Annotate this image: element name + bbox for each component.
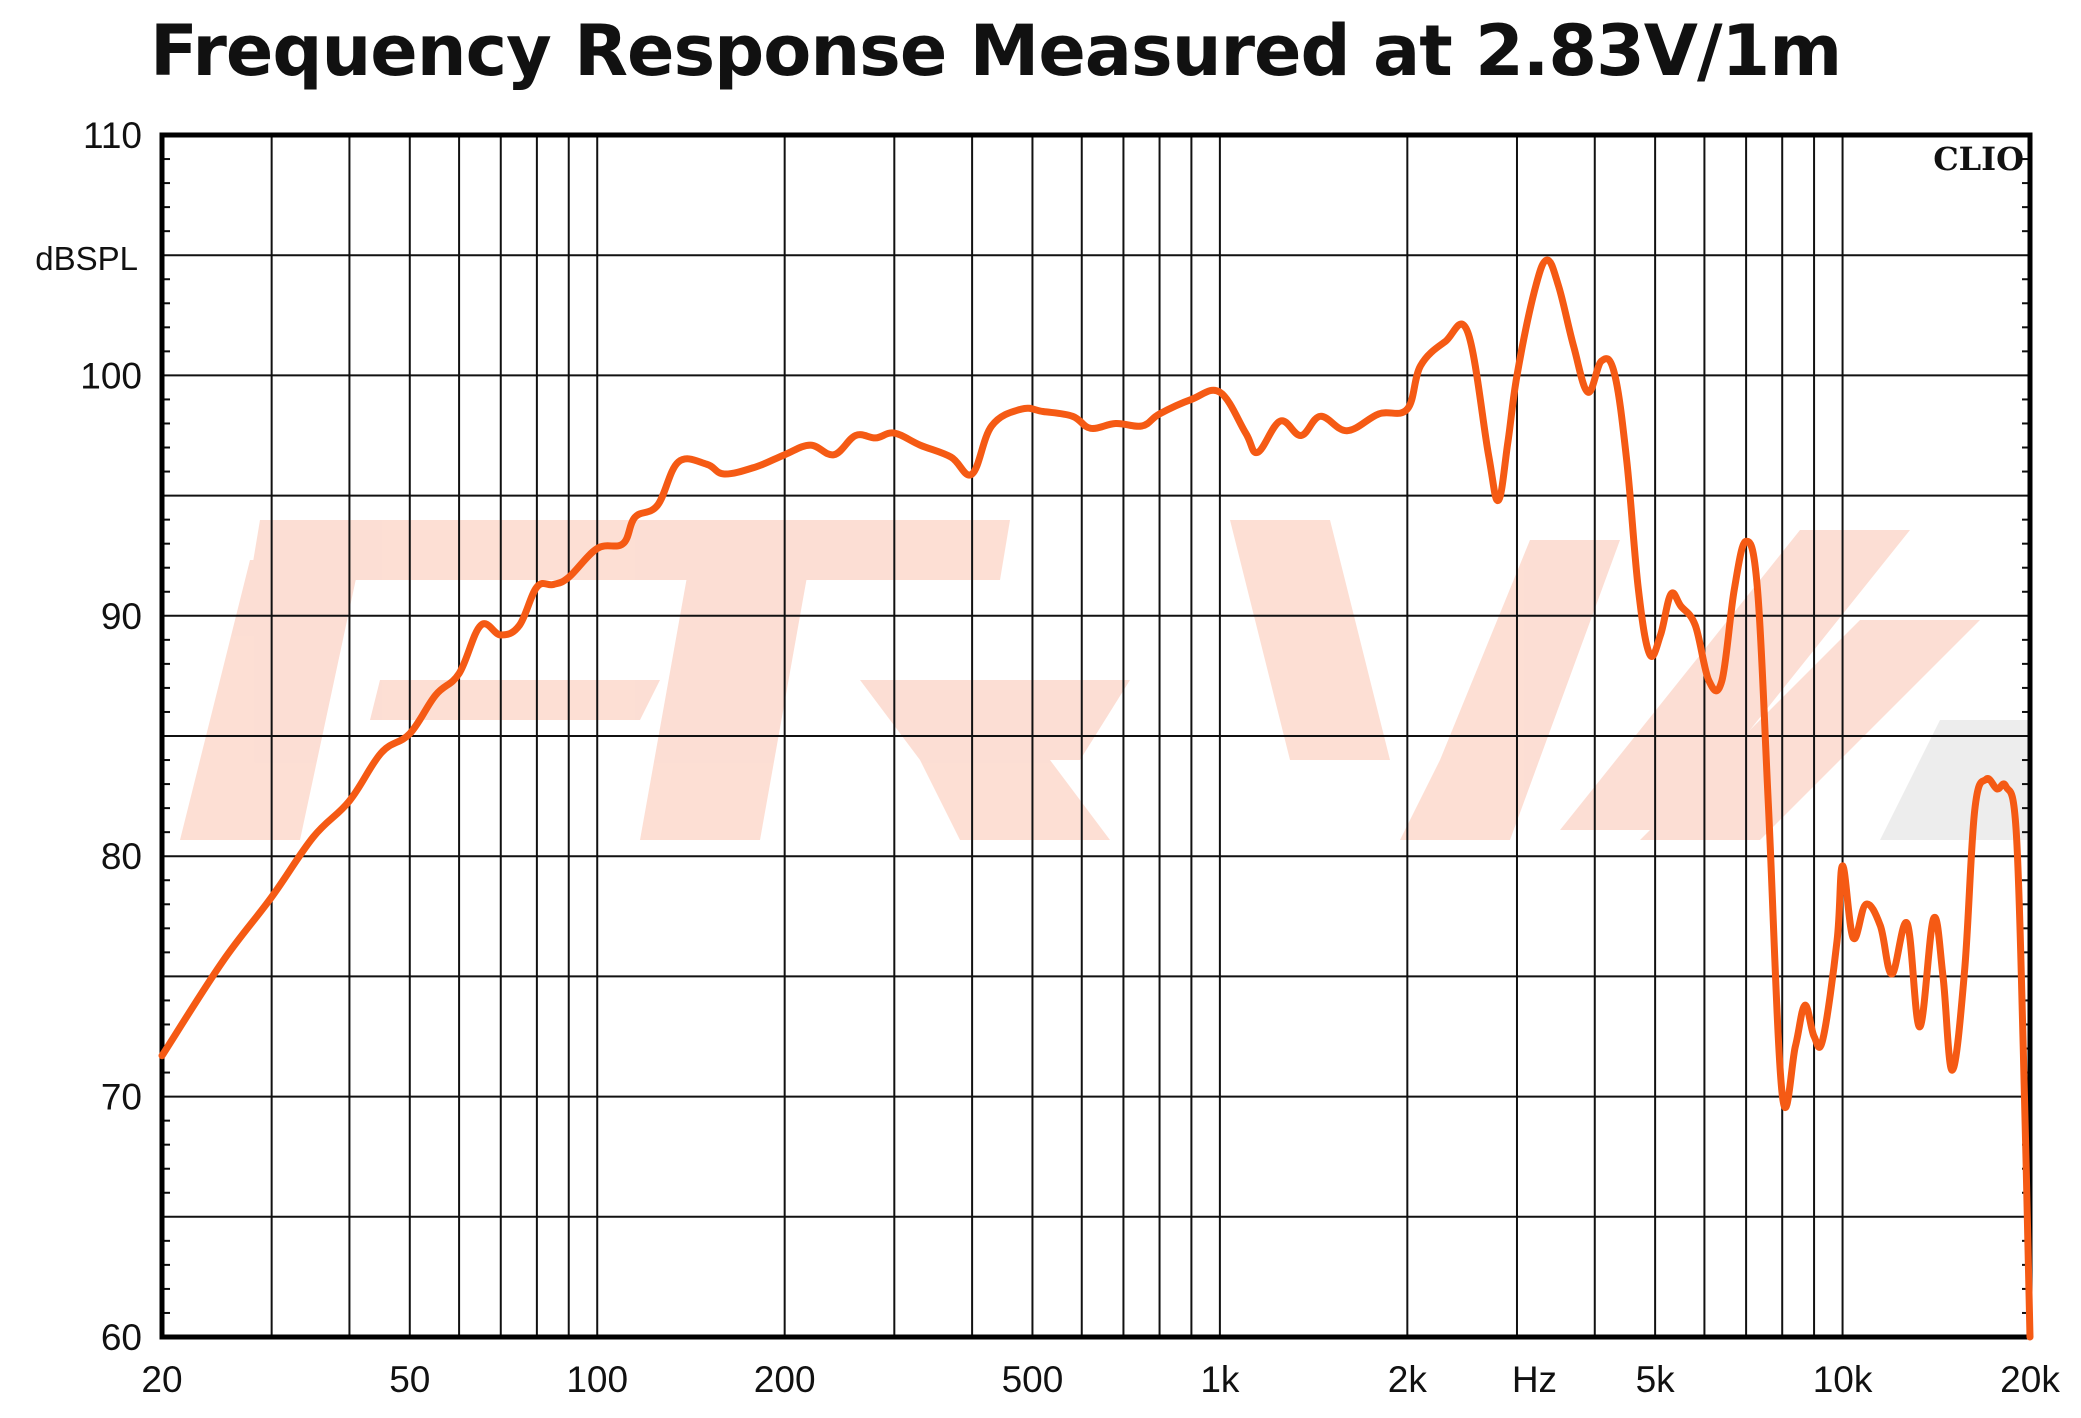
- x-tick-label: 100: [566, 1359, 628, 1400]
- x-axis-ticks: 20 50 100 200 500 1k 2k 5k 10k 20k: [141, 1359, 2060, 1400]
- x-tick-label: 1k: [1200, 1359, 1240, 1400]
- y-axis-label: dBSPL: [35, 240, 138, 277]
- y-tick-label: 100: [80, 355, 142, 396]
- series-line-frequency-response: [158, 256, 2034, 1341]
- y-tick-label: 60: [101, 1317, 142, 1358]
- x-tick-label: 20: [141, 1359, 182, 1400]
- x-tick-label: 20k: [2000, 1359, 2060, 1400]
- plot-frame: [159, 132, 2033, 1340]
- x-tick-label: 10k: [1813, 1359, 1873, 1400]
- x-tick-label: 50: [389, 1359, 430, 1400]
- clio-watermark-label: CLIO: [1933, 140, 2024, 178]
- y-tick-label: 80: [101, 836, 142, 877]
- x-tick-label: 500: [1002, 1359, 1064, 1400]
- y-tick-label: 70: [101, 1077, 142, 1118]
- x-tick-label: 2k: [1388, 1359, 1428, 1400]
- chart-title: Frequency Response Measured at 2.83V/1m: [150, 10, 1842, 92]
- x-tick-label: 200: [754, 1359, 816, 1400]
- x-axis-label: Hz: [1512, 1359, 1557, 1400]
- watermark-logo: [180, 520, 2030, 840]
- x-tick-label: 5k: [1636, 1359, 1676, 1400]
- y-tick-label: 90: [101, 596, 142, 637]
- chart-grid: [162, 135, 2030, 1337]
- y-axis-ticks: 60 70 80 90 100 110: [80, 115, 142, 1358]
- y-tick-label: 110: [83, 115, 142, 156]
